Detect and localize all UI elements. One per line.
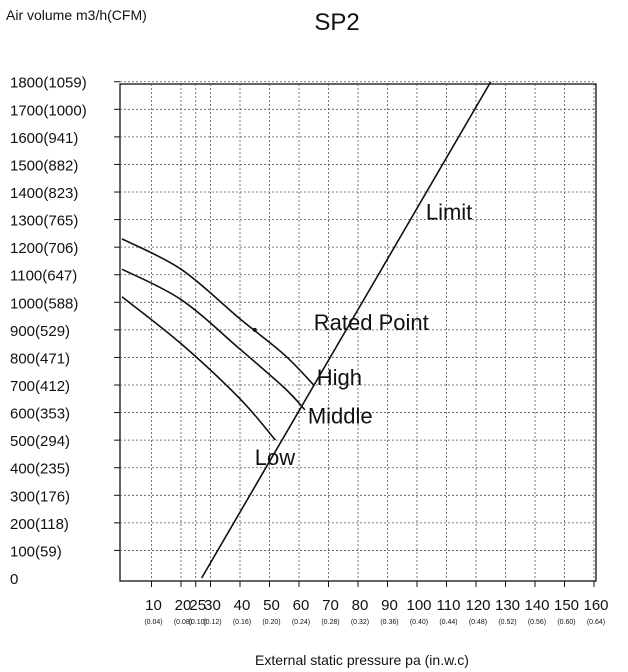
x-tick-sublabel: (0.16) [233,619,251,626]
annotation-label: Rated Point [314,310,429,335]
x-tick-label: 80 [352,597,369,614]
y-tick-label: 400(235) [10,461,70,478]
y-tick-label: 500(294) [10,433,70,450]
y-tick-label: 1700(1000) [10,102,87,119]
x-tick-sublabel: (0.64) [587,619,605,626]
annotation-label: Limit [426,200,472,225]
x-tick-label: 130 [495,597,520,614]
x-tick-label: 25 [189,597,206,614]
y-tick-label: 1300(765) [10,213,78,230]
y-tick-label: 1800(1059) [10,75,87,92]
x-tick-sublabel: (0.44) [439,619,457,626]
annotations: Rated Point High Middle Low Limit [255,200,473,470]
x-tick-label: 150 [554,597,579,614]
y-tick-label: 600(353) [10,406,70,423]
y-tick-label: 200(118) [10,516,69,533]
x-tick-sublabel: (0.08) [174,619,192,626]
annotation-label: Low [255,445,295,470]
y-tick-label: 100(59) [10,543,62,560]
x-tick-sublabel: (0.04) [144,619,162,626]
y-tick-label: 700(412) [10,378,70,395]
x-tick-sublabel: (0.12) [203,619,221,626]
grid-lines [114,81,596,587]
y-axis-label: Air volume m3/h(CFM) [6,7,147,23]
x-tick-label: 100 [406,597,431,614]
x-axis-label: External static pressure pa (in.w.c) [255,652,469,668]
series-line-limit [200,81,492,579]
y-tick-label: 1500(882) [10,157,78,174]
series-line-middle [121,268,306,411]
x-tick-label: 10 [145,597,162,614]
series-line-low [121,296,277,441]
x-tick-sublabel: (0.32) [351,619,369,626]
x-tick-label: 90 [381,597,398,614]
x-tick-label: 160 [583,597,608,614]
x-tick-label: 20 [175,597,192,614]
x-tick-sublabel: (0.20) [262,619,280,626]
x-tick-sublabel: (0.36) [380,619,398,626]
x-tick-label: 60 [293,597,310,614]
x-tick-sublabel: (0.48) [469,619,487,626]
y-tick-label: 1600(941) [10,130,78,147]
x-tick-label: 140 [524,597,549,614]
x-tick-label: 110 [437,597,461,614]
rated-point-marker [252,327,257,332]
annotation-label: Middle [308,404,373,429]
x-tick-sublabel: (0.28) [321,619,339,626]
x-tick-label: 120 [465,597,490,614]
x-tick-sublabel: (0.60) [557,619,575,626]
x-tick-sublabel: (0.24) [292,619,310,626]
y-tick-label: 0 [10,571,18,588]
x-tick-label: 40 [234,597,251,614]
y-tick-labels: 0 100(59) 200(118) 300(176) 400(235) 500(294)… [10,75,87,588]
y-tick-label: 1100(647) [10,268,77,285]
y-tick-label: 800(471) [10,350,70,367]
x-tick-sublabel: (0.10) [189,619,207,626]
annotation-label: High [317,365,362,390]
x-tick-label: 30 [204,597,221,614]
series-lines [121,81,492,579]
y-tick-label: 1200(706) [10,240,78,257]
chart-title: SP2 [314,9,359,36]
x-tick-label: 50 [263,597,280,614]
y-tick-label: 900(529) [10,323,70,340]
x-tick-sublabel: (0.56) [528,619,546,626]
x-tick-sublabel: (0.52) [498,619,516,626]
y-tick-label: 1000(588) [10,295,78,312]
x-tick-sublabel: (0.40) [410,619,428,626]
x-tick-labels: 10 (0.04) 20 (0.08) 25 (0.10) 30 (0.12) 40 (0.16)… [144,597,608,626]
series-line-high [121,238,315,386]
x-tick-label: 70 [322,597,339,614]
y-tick-label: 1400(823) [10,185,78,202]
y-tick-label: 300(176) [10,488,70,505]
